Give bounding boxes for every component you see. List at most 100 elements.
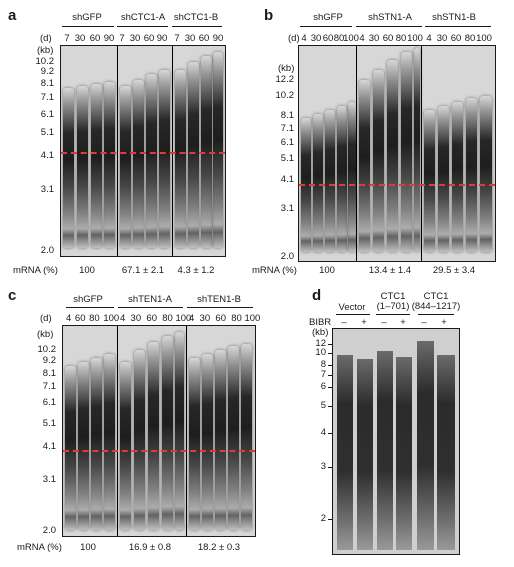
group-label-b-2: shSTN1-A bbox=[368, 12, 412, 23]
gel-lane bbox=[213, 52, 223, 248]
mrna-value: 100 bbox=[319, 265, 335, 276]
gel-lane bbox=[134, 350, 145, 530]
size-marker: 8.1 bbox=[280, 110, 294, 121]
size-marker: 5.1 bbox=[280, 153, 294, 164]
size-marker: 10.2 bbox=[35, 56, 55, 67]
bibr-sign: + bbox=[361, 317, 367, 328]
lane-separator bbox=[421, 46, 422, 261]
size-marker: 3.1 bbox=[280, 203, 294, 214]
size-marker: 7.1 bbox=[40, 92, 54, 103]
lane-label: 7 bbox=[64, 33, 70, 44]
lane-label: 60 bbox=[382, 33, 394, 44]
lane-label: 30 bbox=[368, 33, 380, 44]
days-label-c: (d) bbox=[40, 313, 52, 324]
bibr-sign: + bbox=[400, 317, 406, 328]
size-marker: 10 bbox=[315, 347, 326, 358]
gel-lane bbox=[359, 80, 370, 252]
size-tick bbox=[328, 433, 332, 434]
size-marker: 6.1 bbox=[40, 109, 54, 120]
lane-label: 100 bbox=[343, 33, 359, 44]
lane-label: 4 bbox=[301, 33, 307, 44]
gel-lane bbox=[337, 106, 347, 252]
size-tick bbox=[328, 344, 332, 345]
mrna-value: 29.5 ± 3.4 bbox=[432, 265, 476, 276]
panel-letter-b: b bbox=[264, 7, 274, 24]
gel-lane bbox=[78, 362, 89, 530]
group-underline-d-1 bbox=[336, 314, 370, 315]
group-underline-d-2 bbox=[376, 314, 410, 315]
size-marker: 12.2 bbox=[275, 74, 295, 85]
reference-marker-line bbox=[299, 184, 495, 186]
gel-lane bbox=[215, 350, 226, 530]
lane-label: 30 bbox=[129, 33, 141, 44]
size-marker: 4.1 bbox=[42, 441, 56, 452]
gel-lane bbox=[396, 357, 412, 550]
size-marker: 3 bbox=[320, 461, 326, 472]
group-underline-c-2 bbox=[118, 307, 183, 308]
mrna-value: 67.1 ± 2.1 bbox=[121, 265, 165, 276]
lane-separator bbox=[172, 46, 173, 256]
group-label-a-2: shCTC1-A bbox=[120, 12, 166, 23]
gel-lane bbox=[228, 346, 239, 530]
group-underline-b-1 bbox=[300, 26, 352, 27]
size-marker: 12 bbox=[315, 338, 326, 349]
gel-lane bbox=[466, 98, 477, 252]
size-marker: 6 bbox=[320, 381, 326, 392]
lane-label: 4 bbox=[426, 33, 432, 44]
reference-marker-line bbox=[63, 450, 255, 452]
mrna-label-c: mRNA (%) bbox=[17, 542, 62, 553]
gel-lane bbox=[452, 102, 463, 252]
gel-lane bbox=[104, 354, 115, 530]
group-underline-c-3 bbox=[187, 307, 253, 308]
gel-lane bbox=[133, 80, 144, 248]
lane-label: 7 bbox=[119, 33, 125, 44]
lane-label: 60 bbox=[322, 33, 334, 44]
mrna-value: 13.4 ± 1.4 bbox=[368, 265, 412, 276]
size-marker: 7 bbox=[320, 369, 326, 380]
lane-labels-c-2: 4 30 60 80 100 bbox=[120, 313, 192, 324]
gel-lane bbox=[348, 102, 356, 252]
gel-lane bbox=[480, 96, 492, 252]
gel-lane bbox=[325, 110, 335, 252]
lane-label: 90 bbox=[212, 33, 224, 44]
lane-separator bbox=[356, 46, 357, 261]
group-label-d-1: Vector bbox=[338, 302, 366, 313]
size-marker: 4.1 bbox=[280, 174, 294, 185]
lane-labels-c-3: 4 30 60 80 100 bbox=[189, 313, 261, 324]
gel-lane bbox=[104, 82, 115, 248]
gel-lane bbox=[313, 114, 323, 252]
gel-c bbox=[62, 325, 256, 537]
gel-lane bbox=[146, 74, 157, 248]
mrna-value: 4.3 ± 1.2 bbox=[177, 265, 215, 276]
mrna-value: 18.2 ± 0.3 bbox=[197, 542, 241, 553]
size-marker: 2.0 bbox=[42, 525, 56, 536]
group-label-b-3: shSTN1-B bbox=[432, 12, 476, 23]
group-underline-a-1 bbox=[62, 26, 114, 27]
gel-lane bbox=[241, 344, 252, 530]
group-label-a-3: shCTC1-B bbox=[173, 12, 219, 23]
size-marker: 10.2 bbox=[275, 90, 295, 101]
group-label-c-3: shTEN1-B bbox=[197, 294, 241, 305]
gel-lane bbox=[120, 362, 131, 530]
panel-letter-a: a bbox=[8, 7, 17, 24]
size-marker: 5.1 bbox=[42, 418, 56, 429]
lane-label: 80 bbox=[333, 33, 345, 44]
size-marker: 10.2 bbox=[37, 344, 57, 355]
gel-lane bbox=[387, 60, 398, 252]
size-marker: 3.1 bbox=[42, 474, 56, 485]
size-marker: 9.2 bbox=[42, 355, 56, 366]
bibr-sign: – bbox=[421, 317, 427, 328]
size-marker: 7.1 bbox=[42, 381, 56, 392]
gel-lane bbox=[424, 110, 435, 252]
lane-label: 100 bbox=[407, 33, 423, 44]
bibr-sign: – bbox=[381, 317, 387, 328]
size-marker: 7.1 bbox=[280, 123, 294, 134]
gel-lane bbox=[437, 355, 455, 550]
size-tick bbox=[328, 387, 332, 388]
gel-a bbox=[60, 45, 226, 257]
size-tick bbox=[328, 406, 332, 407]
lane-separator bbox=[117, 326, 118, 536]
size-marker: 5 bbox=[320, 400, 326, 411]
gel-lane bbox=[65, 366, 76, 530]
gel-lane bbox=[162, 336, 173, 530]
